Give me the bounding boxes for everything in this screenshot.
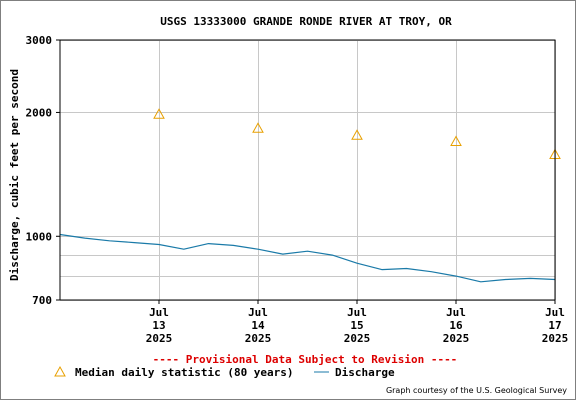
x-tick-label: 16 [449, 319, 463, 332]
plot-border [59, 39, 556, 301]
provisional-note: ---- Provisional Data Subject to Revisio… [153, 353, 458, 366]
y-axis-label: Discharge, cubic feet per second [8, 69, 21, 281]
x-tick-label: 2025 [344, 332, 371, 345]
y-tick-label: 1000 [26, 230, 53, 243]
x-tick-label: Jul [545, 306, 565, 319]
gridlines [60, 40, 556, 301]
credit-text: Graph courtesy of the U.S. Geological Su… [386, 386, 567, 395]
x-tick-label: 13 [152, 319, 165, 332]
median-triangle-marker [252, 122, 264, 133]
x-tick-label: 14 [251, 319, 265, 332]
y-tick-label: 3000 [26, 34, 53, 47]
x-tick-label: Jul [248, 306, 268, 319]
legend-median-label: Median daily statistic (80 years) [75, 366, 294, 379]
x-tick-label: 15 [350, 319, 363, 332]
y-tick-label: 2000 [26, 106, 53, 119]
legend-median-triangle-icon [54, 365, 66, 377]
x-tick-label: Jul [149, 306, 169, 319]
legend-discharge-label: Discharge [335, 366, 395, 379]
x-tick-label: 2025 [542, 332, 569, 345]
x-tick-label: 2025 [443, 332, 470, 345]
x-tick-label: Jul [347, 306, 367, 319]
discharge-line [59, 233, 556, 283]
median-triangle-marker [153, 108, 165, 119]
y-axis-ticks: 700 1000 2000 3000 [26, 34, 60, 307]
x-tick-label: 17 [548, 319, 561, 332]
median-triangle-marker [351, 129, 363, 140]
x-axis-ticks: Jul132025Jul142025Jul152025Jul162025Jul1… [146, 300, 569, 345]
legend: Median daily statistic (80 years) Discha… [54, 365, 395, 379]
chart-title: USGS 13333000 GRANDE RONDE RIVER AT TROY… [160, 15, 452, 28]
median-triangle-marker [450, 135, 462, 146]
y-tick-label: 700 [32, 294, 52, 307]
x-tick-label: 2025 [146, 332, 173, 345]
x-tick-label: 2025 [245, 332, 272, 345]
x-tick-label: Jul [446, 306, 466, 319]
